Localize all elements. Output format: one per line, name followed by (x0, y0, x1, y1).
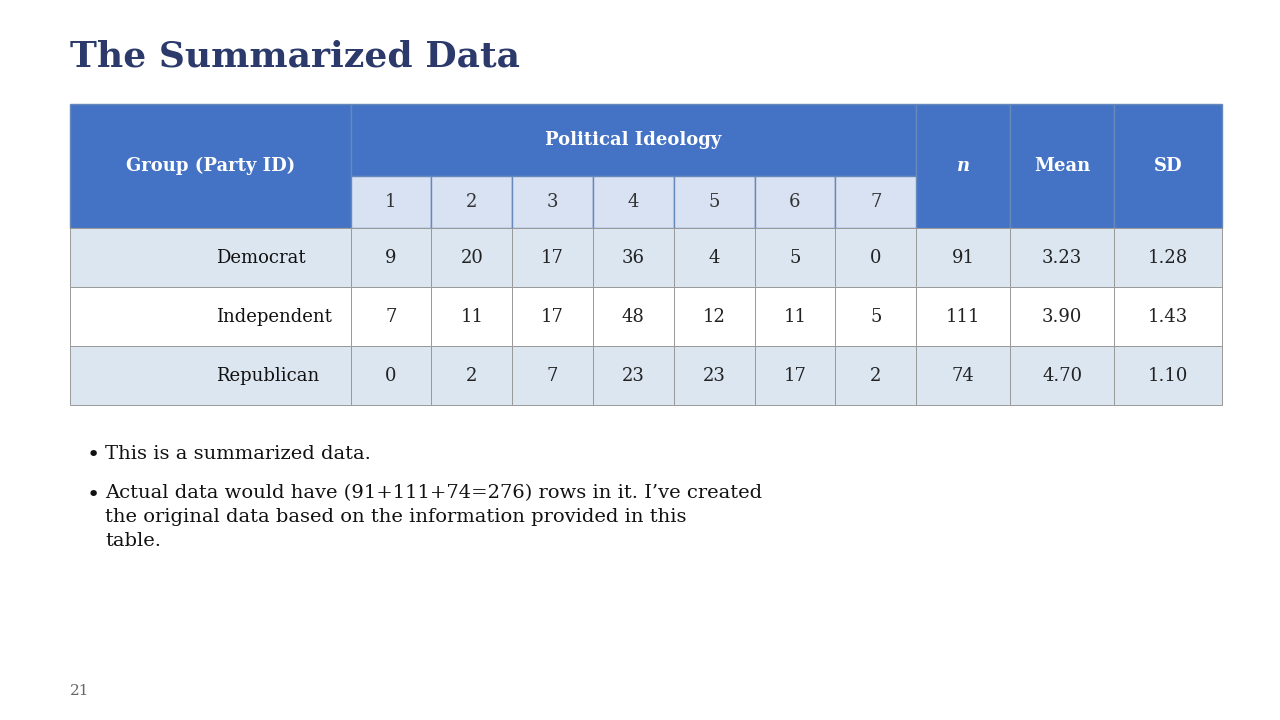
Bar (916, 346, 1010, 405)
Bar (351, 104, 916, 176)
Bar (512, 228, 593, 287)
Text: 4: 4 (627, 193, 639, 211)
Bar (1010, 287, 1114, 346)
Bar (1114, 104, 1222, 228)
Text: 20: 20 (461, 248, 484, 266)
Bar (351, 346, 431, 405)
Bar (351, 287, 431, 346)
Text: 48: 48 (622, 307, 645, 325)
Bar (836, 176, 916, 228)
Bar (755, 228, 836, 287)
Bar (351, 228, 431, 287)
Bar (673, 346, 755, 405)
Text: Mean: Mean (1034, 157, 1091, 175)
Text: 4: 4 (708, 248, 719, 266)
Bar (512, 287, 593, 346)
Text: Political Ideology: Political Ideology (545, 132, 722, 150)
Text: 11: 11 (461, 307, 484, 325)
Bar (70, 104, 351, 228)
Text: 74: 74 (952, 366, 974, 384)
Bar (755, 176, 836, 228)
Text: 0: 0 (385, 366, 397, 384)
Text: 17: 17 (541, 248, 564, 266)
Bar (755, 287, 836, 346)
Text: 111: 111 (946, 307, 980, 325)
Text: 5: 5 (790, 248, 801, 266)
Bar (836, 287, 916, 346)
Text: 7: 7 (547, 366, 558, 384)
Bar (70, 287, 351, 346)
Bar (593, 346, 673, 405)
Text: 1.28: 1.28 (1148, 248, 1188, 266)
Text: 1.10: 1.10 (1148, 366, 1189, 384)
Text: 36: 36 (622, 248, 645, 266)
Bar (1010, 104, 1114, 228)
Bar (512, 346, 593, 405)
Bar (1010, 346, 1114, 405)
Bar (1114, 228, 1222, 287)
Text: 11: 11 (783, 307, 806, 325)
Text: 7: 7 (385, 307, 397, 325)
Text: SD: SD (1155, 157, 1183, 175)
Text: 5: 5 (870, 307, 882, 325)
Text: 17: 17 (541, 307, 564, 325)
Text: •: • (87, 445, 100, 465)
Bar (593, 228, 673, 287)
Text: Republican: Republican (215, 366, 319, 384)
Text: 12: 12 (703, 307, 726, 325)
Text: 17: 17 (783, 366, 806, 384)
Bar (431, 346, 512, 405)
Bar (916, 104, 1010, 228)
Text: 21: 21 (70, 685, 90, 698)
Text: 23: 23 (622, 366, 645, 384)
Text: 3.23: 3.23 (1042, 248, 1082, 266)
Bar (1114, 287, 1222, 346)
Bar (1114, 346, 1222, 405)
Text: 5: 5 (708, 193, 719, 211)
Bar (1010, 228, 1114, 287)
Text: 2: 2 (870, 366, 882, 384)
Bar (755, 346, 836, 405)
Text: 6: 6 (790, 193, 801, 211)
Text: 0: 0 (870, 248, 882, 266)
Bar (70, 228, 351, 287)
Text: 7: 7 (870, 193, 882, 211)
Text: Democrat: Democrat (215, 248, 305, 266)
Bar (916, 287, 1010, 346)
Text: 1: 1 (385, 193, 397, 211)
Text: •: • (87, 485, 100, 505)
Bar (70, 346, 351, 405)
Text: Actual data would have (91+111+74=276) rows in it. I’ve created
the original dat: Actual data would have (91+111+74=276) r… (105, 485, 762, 550)
Text: The Summarized Data: The Summarized Data (70, 40, 521, 73)
Bar (673, 176, 755, 228)
Text: 3: 3 (547, 193, 558, 211)
Bar (593, 287, 673, 346)
Text: n: n (956, 157, 970, 175)
Bar (673, 228, 755, 287)
Bar (351, 176, 431, 228)
Text: 23: 23 (703, 366, 726, 384)
Text: 2: 2 (466, 193, 477, 211)
Bar (673, 287, 755, 346)
Text: Group (Party ID): Group (Party ID) (125, 157, 296, 176)
Text: 2: 2 (466, 366, 477, 384)
Text: 9: 9 (385, 248, 397, 266)
Bar (916, 228, 1010, 287)
Bar (593, 176, 673, 228)
Bar (836, 346, 916, 405)
Bar (512, 176, 593, 228)
Text: Independent: Independent (215, 307, 332, 325)
Text: 1.43: 1.43 (1148, 307, 1188, 325)
Text: 91: 91 (951, 248, 974, 266)
Bar (836, 228, 916, 287)
Text: 3.90: 3.90 (1042, 307, 1083, 325)
Text: 4.70: 4.70 (1042, 366, 1082, 384)
Text: This is a summarized data.: This is a summarized data. (105, 445, 371, 463)
Bar (431, 228, 512, 287)
Bar (431, 287, 512, 346)
Bar (431, 176, 512, 228)
